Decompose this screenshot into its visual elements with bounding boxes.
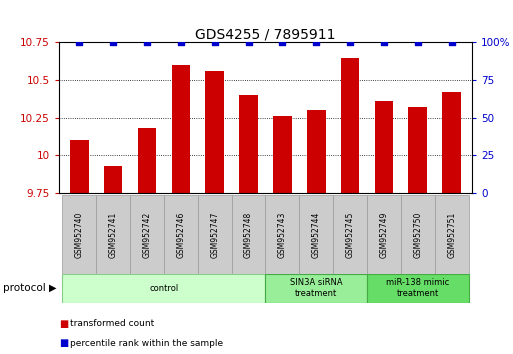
Point (380, 40, 388, 45)
Bar (367, 274, 468, 303)
Text: GSM952741: GSM952741 (109, 211, 117, 258)
Text: ▶: ▶ (49, 283, 57, 293)
Bar (164, 195, 198, 274)
Text: ■: ■ (59, 338, 68, 348)
Text: ■: ■ (59, 319, 68, 329)
Bar (137, 128, 156, 193)
Text: percentile rank within the sample: percentile rank within the sample (70, 339, 223, 348)
Bar (104, 166, 123, 193)
Point (278, 40, 286, 45)
Text: transformed count: transformed count (70, 319, 154, 329)
Bar (232, 195, 266, 274)
Text: miR-138 mimic
treatment: miR-138 mimic treatment (386, 278, 449, 298)
Bar (307, 110, 326, 193)
Text: GSM952740: GSM952740 (75, 211, 84, 258)
Point (312, 40, 320, 45)
Text: GSM952744: GSM952744 (312, 211, 321, 258)
Point (413, 40, 422, 45)
Text: GSM952742: GSM952742 (143, 211, 151, 258)
Bar (374, 101, 393, 193)
Point (211, 40, 219, 45)
Bar (96, 195, 130, 274)
Text: GSM952746: GSM952746 (176, 211, 185, 258)
Point (346, 40, 354, 45)
Bar (266, 274, 367, 303)
Point (109, 40, 117, 45)
Bar (171, 65, 190, 193)
Bar (333, 195, 367, 274)
Bar (266, 195, 299, 274)
Text: GSM952751: GSM952751 (447, 211, 456, 258)
Bar (198, 195, 232, 274)
Text: GSM952747: GSM952747 (210, 211, 219, 258)
Text: protocol: protocol (3, 283, 45, 293)
Text: GSM952750: GSM952750 (413, 211, 422, 258)
Bar (435, 195, 468, 274)
Point (447, 40, 456, 45)
Bar (401, 195, 435, 274)
Bar (408, 107, 427, 193)
Text: GSM952749: GSM952749 (380, 211, 388, 258)
Bar (63, 274, 266, 303)
Title: GDS4255 / 7895911: GDS4255 / 7895911 (195, 27, 336, 41)
Bar (70, 140, 89, 193)
Text: GSM952745: GSM952745 (346, 211, 354, 258)
Point (143, 40, 151, 45)
Bar (239, 95, 258, 193)
Text: GSM952743: GSM952743 (278, 211, 287, 258)
Point (75, 40, 84, 45)
Bar (341, 58, 360, 193)
Text: control: control (149, 284, 179, 293)
Bar (299, 195, 333, 274)
Bar (130, 195, 164, 274)
Bar (367, 195, 401, 274)
Bar (63, 195, 96, 274)
Bar (442, 92, 461, 193)
Bar (273, 116, 292, 193)
Point (245, 40, 253, 45)
Point (177, 40, 185, 45)
Text: GSM952748: GSM952748 (244, 211, 253, 258)
Text: SIN3A siRNA
treatment: SIN3A siRNA treatment (290, 278, 343, 298)
Bar (205, 71, 224, 193)
